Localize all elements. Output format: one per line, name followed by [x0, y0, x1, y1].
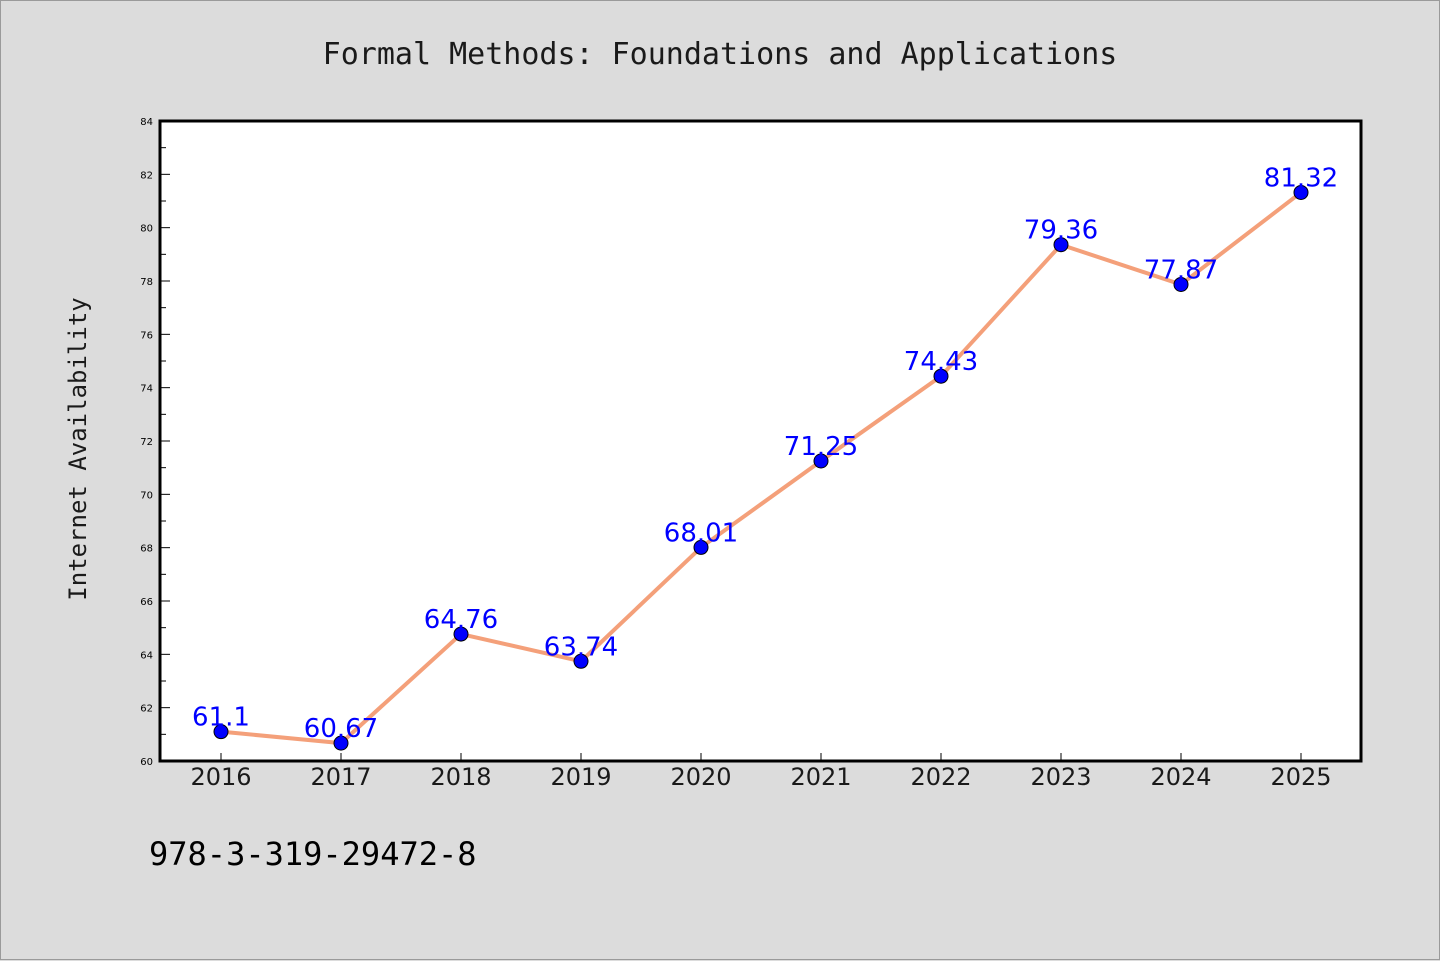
data-point [213, 724, 229, 740]
x-tick-label: 2023 [1030, 763, 1091, 791]
chart-title: Formal Methods: Foundations and Applicat… [323, 37, 1118, 72]
x-tick-label: 2024 [1150, 763, 1211, 791]
y-tick-label: 84 [140, 117, 153, 128]
data-label: 68.01 [664, 518, 738, 548]
series-line [219, 190, 1303, 746]
data-label: 77.87 [1144, 255, 1218, 285]
x-tick-label: 2025 [1270, 763, 1331, 791]
x-tick-label: 2018 [430, 763, 491, 791]
data-point [693, 539, 709, 555]
x-tick-label: 2020 [670, 763, 731, 791]
x-tick-label: 2022 [910, 763, 971, 791]
x-tick-label: 2019 [550, 763, 611, 791]
y-tick-label: 78 [140, 277, 153, 288]
data-label: 63.74 [544, 632, 618, 662]
x-axis-ticks: 2016 2017 2018 2019 2020 2021 2022 2023 2024 2025 [190, 753, 1332, 791]
data-point [933, 368, 949, 384]
data-label: 71.25 [784, 432, 858, 462]
y-tick-label: 66 [140, 597, 153, 608]
y-tick-label: 64 [140, 650, 153, 661]
y-tick-label: 72 [140, 437, 153, 448]
data-label: 79.36 [1024, 216, 1098, 246]
y-tick-label: 76 [140, 330, 153, 341]
data-point [813, 453, 829, 469]
y-tick-label: 68 [140, 544, 153, 555]
data-point [1293, 184, 1309, 200]
x-tick-label: 2016 [190, 763, 251, 791]
y-tick-label: 70 [140, 490, 153, 501]
x-tick-label: 2021 [790, 763, 851, 791]
data-label: 60.67 [304, 714, 378, 744]
y-axis-ticks: 60 62 64 66 68 70 72 74 76 78 80 82 84 [140, 117, 170, 768]
data-point [333, 735, 349, 751]
isbn-footer: 978-3-319-29472-8 [149, 835, 477, 873]
y-tick-label: 80 [140, 224, 153, 235]
data-label: 61.1 [192, 703, 250, 733]
data-label: 74.43 [904, 347, 978, 377]
plot-area [158, 119, 1363, 763]
y-tick-label: 74 [140, 384, 153, 395]
y-tick-label: 62 [140, 704, 153, 715]
y-tick-label: 60 [140, 757, 153, 768]
x-tick-label: 2017 [310, 763, 371, 791]
data-label: 81.32 [1264, 163, 1338, 193]
data-label-layer: 61.1 60.67 64.76 63.74 68.01 71.25 74.43 79.36 7… [192, 163, 1338, 744]
data-point [1053, 237, 1069, 253]
data-point [1173, 276, 1189, 292]
series-layer [213, 184, 1309, 751]
y-axis-label: Internet Availability [64, 297, 92, 600]
data-point [573, 653, 589, 669]
data-point [453, 626, 469, 642]
y-tick-label: 82 [140, 170, 153, 181]
data-label: 64.76 [424, 605, 498, 635]
